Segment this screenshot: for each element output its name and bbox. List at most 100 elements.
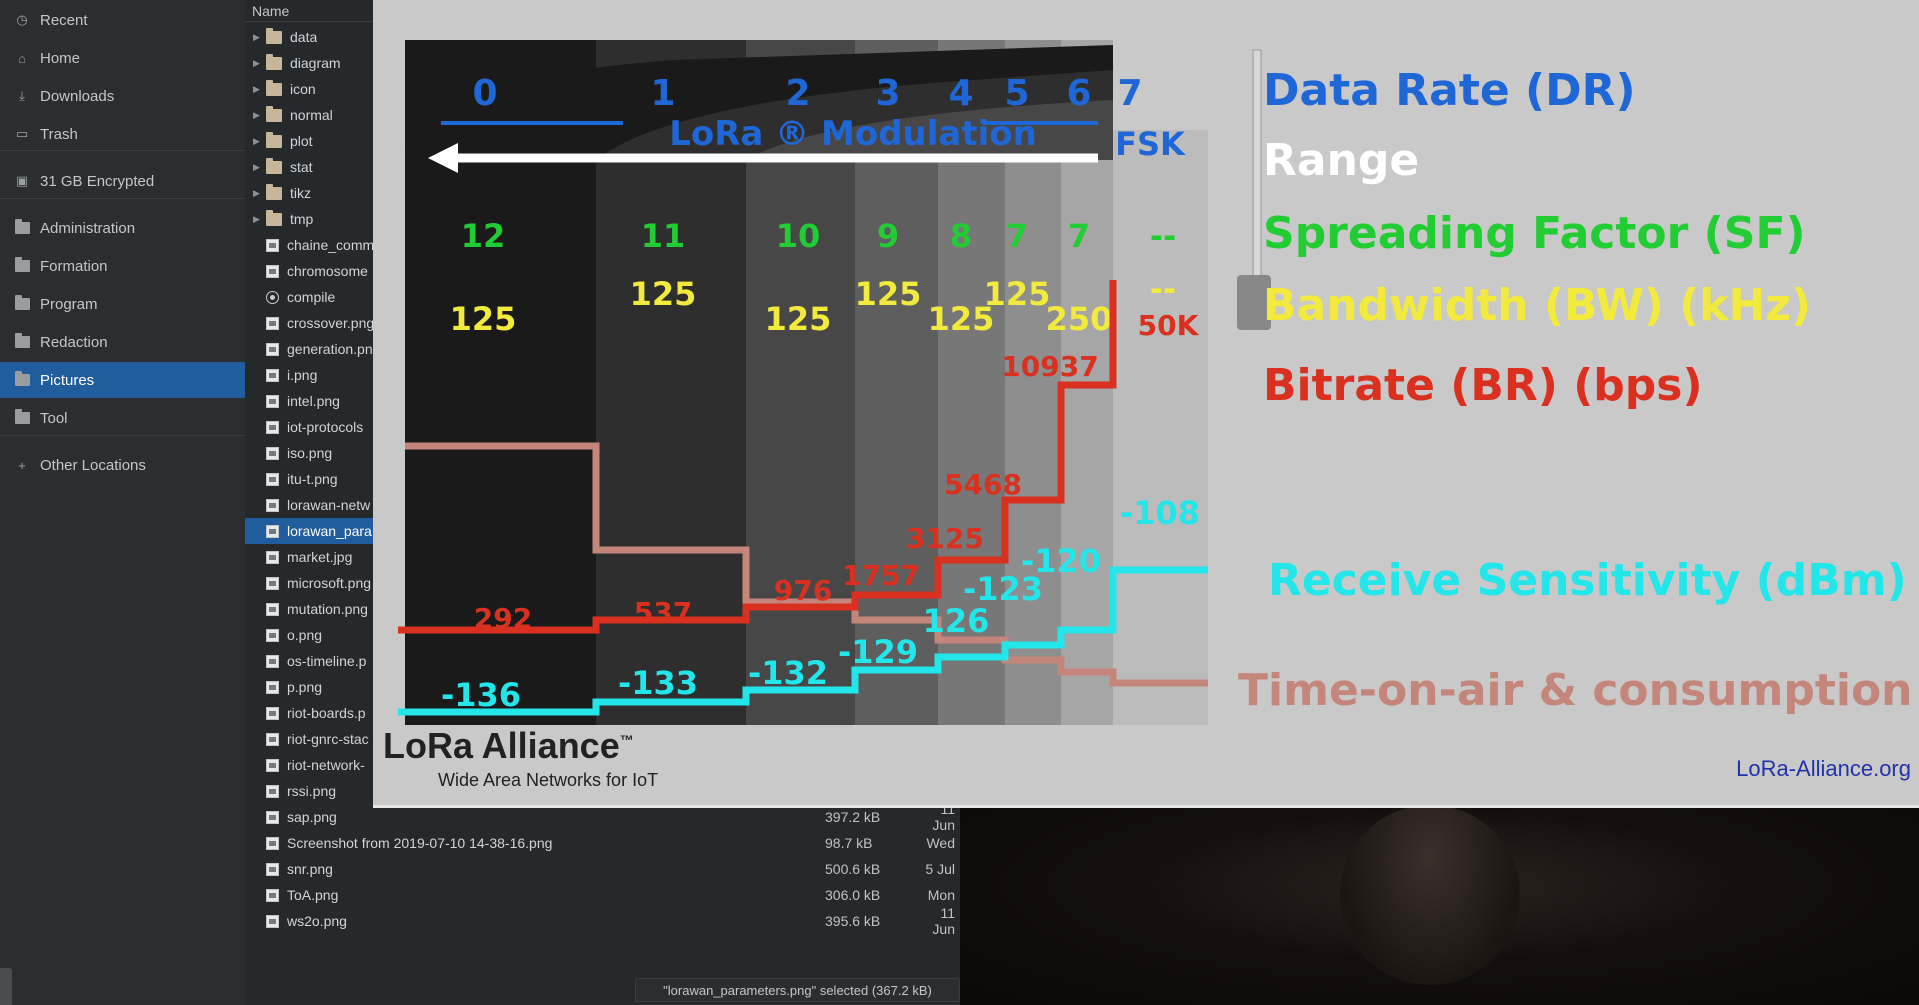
time-on-air-line [405, 442, 1208, 687]
file-row[interactable]: lorawan-netw [245, 492, 960, 518]
folder-shape [14, 333, 30, 348]
sidebar-item-label: Pictures [40, 371, 95, 389]
file-row[interactable]: crossover.png [245, 310, 960, 336]
sidebar-item-downloads[interactable]: ⤓ Downloads [0, 78, 245, 114]
expand-arrow-icon[interactable]: ▶ [253, 31, 260, 42]
image-file-icon [266, 628, 279, 642]
file-row[interactable]: itu-t.png [245, 466, 960, 492]
sidebar-item-label: Redaction [40, 333, 108, 351]
expand-arrow-icon[interactable]: ▶ [253, 57, 260, 68]
sidebar-item-label: Administration [40, 219, 136, 237]
file-name: riot-network- [287, 757, 365, 773]
file-row[interactable]: ▶ stat [245, 154, 960, 180]
bw-value: 125 [984, 275, 1051, 313]
sidebar-item-program[interactable]: Program [0, 286, 245, 322]
file-row[interactable]: ToA.png 306.0 kB Mon [245, 882, 960, 908]
file-row[interactable]: ▶ data [245, 24, 960, 50]
file-row[interactable]: intel.png [245, 388, 960, 414]
expand-arrow-icon[interactable]: ▶ [253, 187, 260, 198]
file-row[interactable]: ▶ plot [245, 128, 960, 154]
legend-range: Range [1263, 135, 1419, 186]
image-file-icon [266, 680, 279, 694]
image-file-icon [266, 758, 279, 772]
image-preview[interactable]: 0 1 2 3 4 5 6 7 LoRa ® Modulation FSK 12 11 10 9 8 7 7 --… [373, 0, 1919, 808]
file-row[interactable]: riot-gnrc-stac [245, 726, 960, 752]
file-row[interactable]: chromosome [245, 258, 960, 284]
folder-icon [14, 257, 30, 274]
sensitivity-value: -136 [441, 676, 521, 714]
image-file-icon [266, 654, 279, 668]
dr-label: 7 [1117, 73, 1142, 114]
file-name: tmp [290, 211, 314, 227]
file-row[interactable]: ▶ icon [245, 76, 960, 102]
sidebar-item-other-locations[interactable]: + Other Locations [0, 447, 245, 483]
sidebar-scrollbar[interactable] [0, 968, 12, 1005]
file-row[interactable]: p.png [245, 674, 960, 700]
file-row[interactable]: microsoft.png [245, 570, 960, 596]
file-row[interactable]: os-timeline.p [245, 648, 960, 674]
expand-arrow-icon[interactable]: ▶ [253, 135, 260, 146]
file-size: 397.2 kB [825, 809, 881, 825]
sidebar-item-home[interactable]: ⌂ Home [0, 40, 245, 76]
file-row[interactable]: ws2o.png 395.6 kB 11 Jun [245, 905, 960, 937]
file-row[interactable]: ▶ tmp [245, 206, 960, 232]
file-row[interactable]: ▶ diagram [245, 50, 960, 76]
sidebar-item-formation[interactable]: Formation [0, 248, 245, 284]
file-row[interactable]: iot-protocols [245, 414, 960, 440]
legend-bitrate: Bitrate (BR) (bps) [1263, 360, 1703, 411]
background-photo [960, 805, 1919, 1005]
bw-value: 125 [928, 300, 995, 338]
status-text: "lorawan_parameters.png" selected (367.2… [663, 982, 932, 998]
image-file-icon [266, 420, 279, 434]
executable-icon [266, 290, 279, 304]
image-file-icon [266, 238, 279, 252]
folder-icon [14, 371, 30, 388]
antenna-mount [1237, 275, 1271, 330]
sidebar-item-trash[interactable]: ▭ Trash [0, 116, 245, 152]
file-row[interactable]: sap.png 397.2 kB 11 Jun [245, 801, 960, 833]
sf-value: 12 [461, 217, 506, 255]
file-row[interactable]: generation.pn [245, 336, 960, 362]
sidebar-separator [0, 198, 245, 199]
expand-arrow-icon[interactable]: ▶ [253, 83, 260, 94]
image-file-icon [266, 446, 279, 460]
file-row[interactable]: riot-boards.p [245, 700, 960, 726]
sidebar-item-tool[interactable]: Tool [0, 400, 245, 436]
antenna-rod [1252, 49, 1262, 281]
file-row[interactable]: compile [245, 284, 960, 310]
file-row[interactable]: rssi.png [245, 778, 960, 804]
sf-value: 9 [877, 217, 899, 255]
file-row[interactable]: snr.png 500.6 kB 5 Jul [245, 856, 960, 882]
file-name: ws2o.png [287, 913, 347, 929]
sidebar-item-label: Program [40, 295, 98, 313]
file-row[interactable]: i.png [245, 362, 960, 388]
file-date: Wed [926, 835, 955, 851]
clock-icon: ◷ [16, 12, 28, 27]
legend-sensitivity: Receive Sensitivity (dBm) [1268, 555, 1907, 606]
image-file-icon [266, 732, 279, 746]
expand-arrow-icon[interactable]: ▶ [253, 161, 260, 172]
sidebar-item-pictures[interactable]: Pictures [0, 362, 245, 398]
drive-icon: ▣ [15, 173, 29, 188]
file-row[interactable]: iso.png [245, 440, 960, 466]
file-row[interactable]: ▶ normal [245, 102, 960, 128]
plus-icon: + [18, 457, 26, 473]
folder-icon [14, 409, 30, 426]
file-row[interactable]: Screenshot from 2019-07-10 14-38-16.png 9… [245, 830, 960, 856]
expand-arrow-icon[interactable]: ▶ [253, 109, 260, 120]
file-row[interactable]: ▶ tikz [245, 180, 960, 206]
file-row[interactable]: chaine_comm [245, 232, 960, 258]
sidebar-item-recent[interactable]: ◷ Recent [0, 2, 245, 38]
file-row[interactable]: riot-network- [245, 752, 960, 778]
file-name: p.png [287, 679, 323, 695]
folder-icon [14, 333, 30, 350]
file-row[interactable]: market.jpg [245, 544, 960, 570]
sidebar-item-31-gb-encrypted[interactable]: ▣ 31 GB Encrypted [0, 163, 245, 199]
file-row[interactable]: o.png [245, 622, 960, 648]
file-row[interactable]: mutation.png [245, 596, 960, 622]
expand-arrow-icon[interactable]: ▶ [253, 213, 260, 224]
sidebar-item-redaction[interactable]: Redaction [0, 324, 245, 360]
sidebar-item-administration[interactable]: Administration [0, 210, 245, 246]
file-name: i.png [287, 367, 318, 383]
